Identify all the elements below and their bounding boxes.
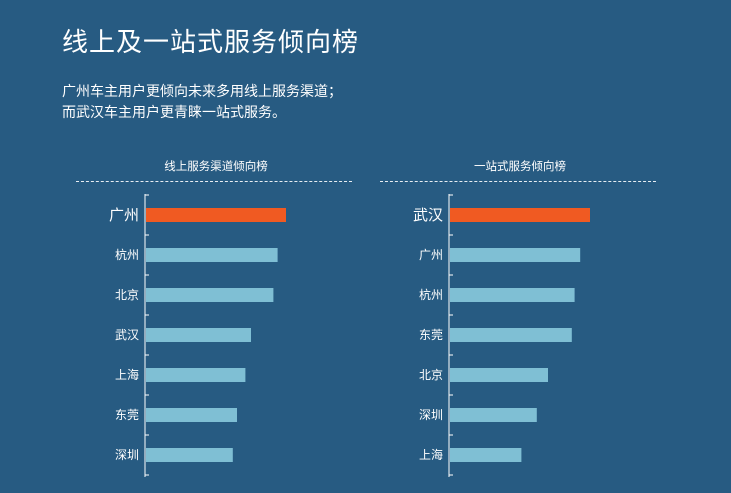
category-label: 深圳 xyxy=(115,448,139,462)
category-label: 上海 xyxy=(419,447,443,462)
bar-北京 xyxy=(450,368,548,382)
bar-深圳 xyxy=(450,408,537,422)
category-label: 杭州 xyxy=(115,247,139,262)
bar-广州 xyxy=(146,208,286,222)
category-label: 东莞 xyxy=(419,328,443,342)
bar-杭州 xyxy=(450,288,575,302)
page-description: 广州车主用户更倾向未来多用线上服务渠道； 而武汉车主用户更青睐一站式服务。 xyxy=(62,82,342,124)
chart-title: 一站式服务倾向榜 xyxy=(474,159,566,173)
chart-panel-one-stop-service: 一站式服务倾向榜 武汉广州杭州东莞北京深圳上海 xyxy=(380,152,660,487)
category-label: 东莞 xyxy=(115,408,139,422)
description-line-1: 广州车主用户更倾向未来多用线上服务渠道； xyxy=(62,84,342,100)
category-label: 广州 xyxy=(109,206,139,224)
category-label: 北京 xyxy=(115,288,139,302)
page-title: 线上及一站式服务倾向榜 xyxy=(62,28,360,58)
category-label: 杭州 xyxy=(419,287,443,302)
bar-东莞 xyxy=(450,328,572,342)
category-label: 深圳 xyxy=(419,408,443,422)
chart-title-divider xyxy=(380,181,656,182)
bar-杭州 xyxy=(146,248,278,262)
bar-广州 xyxy=(450,248,581,262)
bar-武汉 xyxy=(146,328,251,342)
category-label: 武汉 xyxy=(413,206,443,224)
bar-武汉 xyxy=(450,208,590,222)
category-label: 上海 xyxy=(115,367,139,382)
category-label: 广州 xyxy=(419,248,443,262)
bar-上海 xyxy=(450,448,522,462)
bar-上海 xyxy=(146,368,246,382)
chart-title-divider xyxy=(76,181,352,182)
bar-东莞 xyxy=(146,408,237,422)
bar-深圳 xyxy=(146,448,233,462)
category-label: 北京 xyxy=(419,368,443,382)
category-label: 武汉 xyxy=(115,328,139,342)
chart-panel-online-channel: 线上服务渠道倾向榜 广州杭州北京武汉上海东莞深圳 xyxy=(76,152,356,487)
chart-title: 线上服务渠道倾向榜 xyxy=(164,159,268,173)
bar-北京 xyxy=(146,288,274,302)
description-line-2: 而武汉车主用户更青睐一站式服务。 xyxy=(62,105,286,121)
